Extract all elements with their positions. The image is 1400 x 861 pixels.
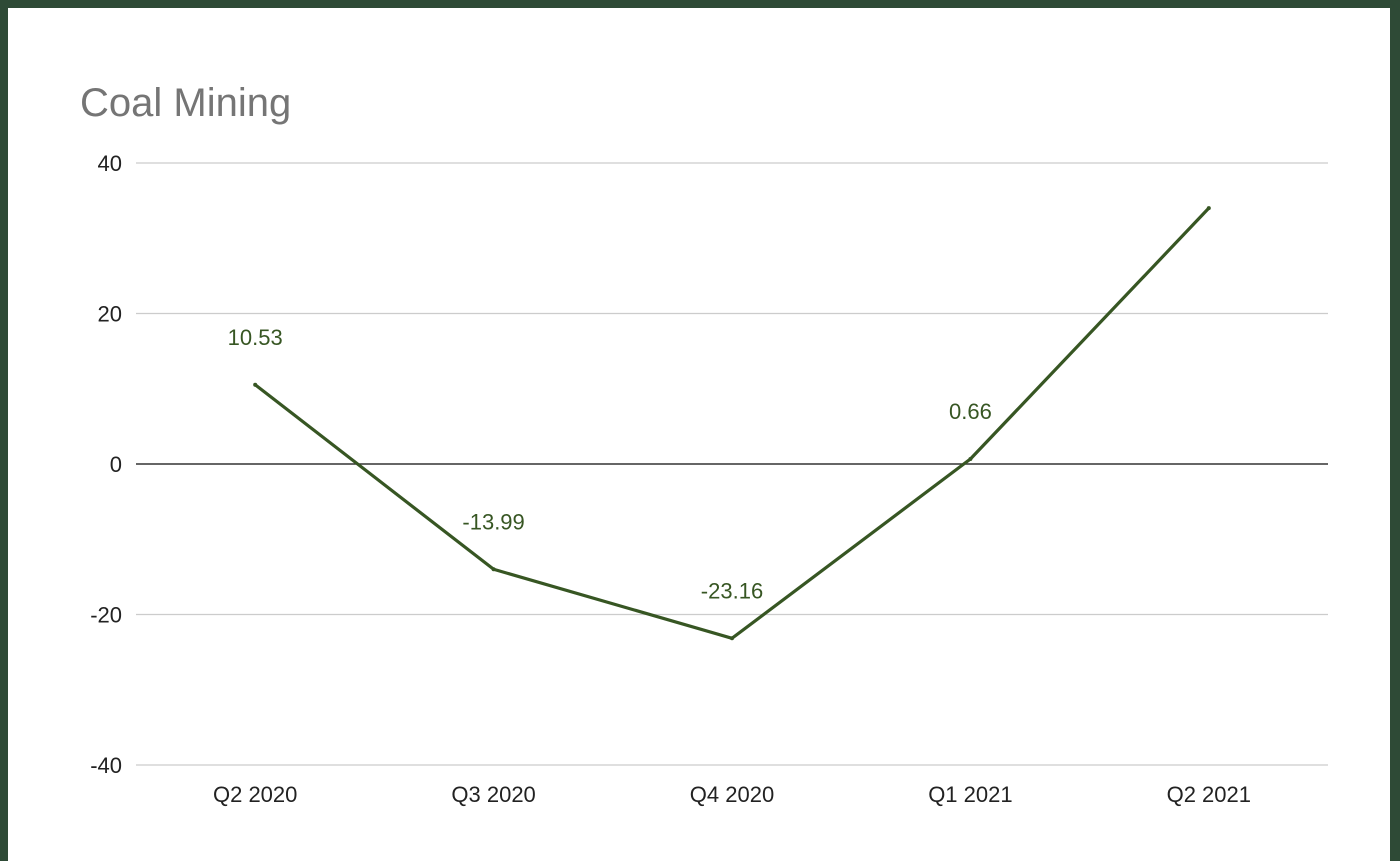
data-point [968, 457, 973, 462]
data-point [730, 636, 734, 641]
data-labels: 10.53 -13.99 -23.16 0.66 [228, 325, 992, 604]
y-tick-label: 0 [110, 452, 122, 477]
data-label: 10.53 [228, 325, 283, 350]
data-label: 0.66 [949, 399, 992, 424]
chart-frame [8, 8, 1390, 861]
x-tick-label: Q2 2021 [1167, 782, 1251, 807]
x-axis-tick-labels: Q2 2020 Q3 2020 Q4 2020 Q1 2021 Q2 2021 [213, 782, 1251, 807]
data-point [491, 567, 496, 572]
x-tick-label: Q4 2020 [690, 782, 774, 807]
data-point [253, 382, 258, 387]
gridlines [136, 162, 1328, 766]
series-layer [253, 206, 1211, 641]
x-tick-label: Q3 2020 [451, 782, 535, 807]
data-label: -13.99 [462, 509, 524, 534]
x-tick-label: Q1 2021 [928, 782, 1012, 807]
y-tick-label: -40 [90, 753, 122, 778]
y-tick-label: 20 [98, 302, 122, 327]
x-tick-label: Q2 2020 [213, 782, 297, 807]
chart-title: Coal Mining [80, 81, 291, 125]
y-tick-label: 40 [98, 151, 122, 176]
data-point [1206, 206, 1211, 211]
y-tick-label: -20 [90, 603, 122, 628]
data-label: -23.16 [701, 578, 763, 603]
y-axis-tick-labels: -40 -20 0 20 40 [90, 151, 122, 778]
series-line [253, 206, 1211, 640]
